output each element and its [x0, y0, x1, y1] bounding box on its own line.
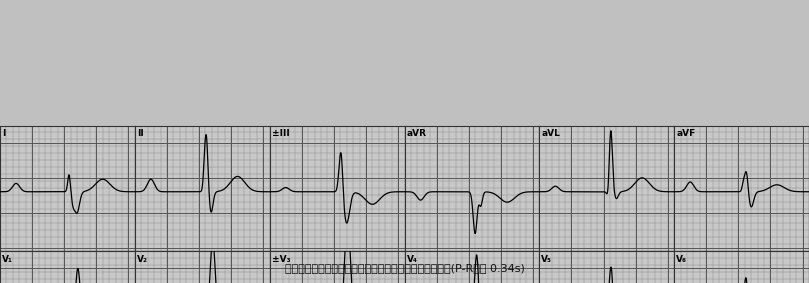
Text: ±V₃: ±V₃	[272, 255, 290, 264]
Text: aVL: aVL	[541, 129, 560, 138]
Text: I: I	[2, 129, 6, 138]
Text: V₄: V₄	[406, 255, 417, 264]
Text: V₆: V₆	[676, 255, 687, 264]
Text: 完全性右束支阻滞、左后分支阻滞合并左前分支一度阻滞(P-R间期 0.34s): 完全性右束支阻滞、左后分支阻滞合并左前分支一度阻滞(P-R间期 0.34s)	[285, 263, 524, 273]
Text: II: II	[137, 129, 144, 138]
Text: V₅: V₅	[541, 255, 553, 264]
Text: aVF: aVF	[676, 129, 696, 138]
Text: V₁: V₁	[2, 255, 13, 264]
Text: V₂: V₂	[137, 255, 148, 264]
Text: ±III: ±III	[272, 129, 290, 138]
Text: aVR: aVR	[406, 129, 426, 138]
